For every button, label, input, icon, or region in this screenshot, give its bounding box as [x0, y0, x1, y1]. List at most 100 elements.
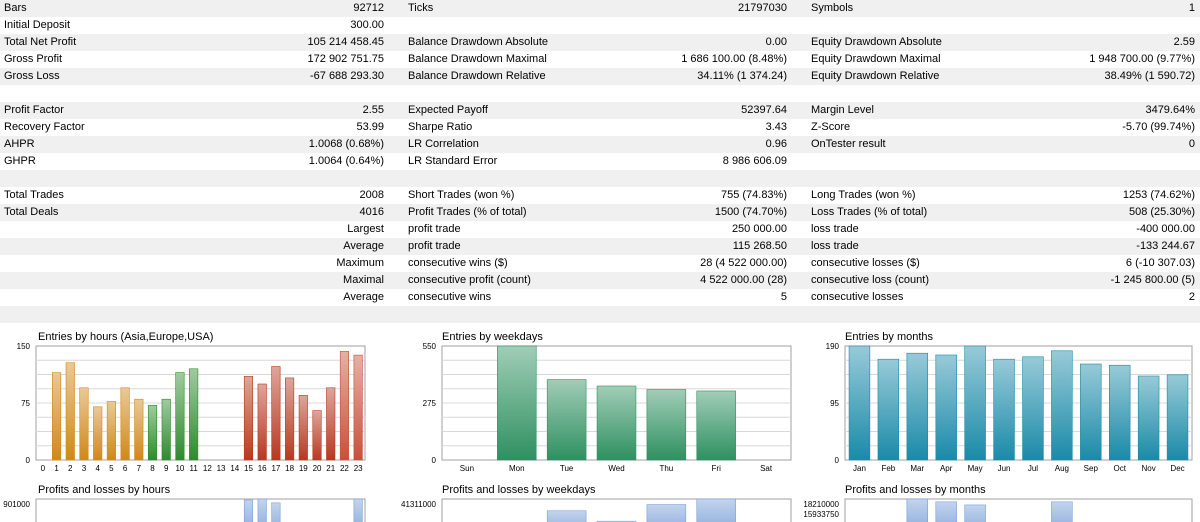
stats-row: Largest profit trade 250 000.00 loss trade -… [0, 221, 1200, 238]
bar [285, 377, 295, 461]
x-tick-label: Mon [509, 464, 525, 473]
bar [497, 345, 537, 461]
x-tick-label: Jan [853, 464, 866, 473]
x-tick-label: Wed [608, 464, 624, 473]
stat-value: 1.0064 (0.64%) [308, 155, 384, 167]
stat-label: GHPR [4, 155, 36, 167]
stats-row: Total Trades 2008 Short Trades (won %) 755 … [0, 187, 1200, 204]
bar [1051, 501, 1073, 522]
bar [906, 498, 929, 522]
bar [848, 345, 871, 461]
bar [298, 395, 308, 461]
stat-label: consecutive losses ($) [811, 257, 920, 269]
stat-label: consecutive loss (count) [811, 274, 929, 286]
x-tick-label: 14 [230, 464, 239, 473]
stat-label: Recovery Factor [4, 121, 85, 133]
bar [326, 387, 336, 461]
x-tick-label: 7 [137, 464, 142, 473]
profits-by-weekdays-svg: 41311000 [401, 498, 792, 522]
x-tick-label: Feb [881, 464, 895, 473]
x-tick-label: Sep [1084, 464, 1099, 473]
stat-label: profit trade [408, 223, 461, 235]
x-tick-label: 23 [354, 464, 363, 473]
y-tick-label: 0 [835, 456, 840, 465]
stats-row: Maximum consecutive wins ($) 28 (4 522 000… [0, 255, 1200, 272]
bar [353, 498, 363, 522]
stats-row: Bars 92712 Ticks 21797030 Symbols 1 [0, 0, 1200, 17]
bar [646, 504, 687, 522]
x-tick-label: 17 [271, 464, 280, 473]
x-tick-label: 16 [258, 464, 267, 473]
chart-title: Profits and losses by weekdays [442, 484, 596, 496]
stat-value: 92712 [353, 2, 384, 14]
stat-value: -400 000.00 [1136, 223, 1195, 235]
y-tick-label: 150 [17, 342, 31, 351]
y-tick-label: 190 [826, 342, 840, 351]
stat-label: Expected Payoff [408, 104, 488, 116]
stats-row: Profit Factor 2.55 Expected Payoff 52397.64… [0, 102, 1200, 119]
bar [596, 385, 637, 461]
stat-value: 300.00 [350, 19, 384, 31]
stat-label: Profit Factor [4, 104, 64, 116]
bar [1137, 375, 1160, 461]
stat-label: Initial Deposit [4, 19, 71, 31]
bar [696, 498, 736, 522]
x-tick-label: 11 [189, 464, 198, 473]
stat-value: 250 000.00 [731, 223, 787, 235]
bar [696, 390, 736, 461]
stat-value: 38.49% (1 590.72) [1104, 70, 1195, 82]
profits-by-months-chart: 18210000 15933750 Profits and losses by m… [800, 482, 1200, 522]
stat-label: loss trade [811, 240, 859, 252]
stat-value: 4016 [359, 206, 384, 218]
stat-value: 3.43 [765, 121, 787, 133]
stat-label: OnTester result [811, 138, 886, 150]
bar [175, 372, 185, 461]
stat-label: consecutive wins [408, 291, 492, 303]
y-tick-label: 18210000 [803, 500, 839, 509]
x-tick-label: Jun [998, 464, 1011, 473]
stats-row: AHPR 1.0068 (0.68%) LR Correlation 0.96 OnTe… [0, 136, 1200, 153]
stat-value: -133 244.67 [1136, 240, 1195, 252]
chart-title: Entries by hours (Asia,Europe,USA) [38, 331, 214, 343]
bar [161, 398, 171, 461]
x-tick-label: Fri [712, 464, 722, 473]
stat-label: Equity Drawdown Absolute [811, 36, 942, 48]
entries-by-weekdays-chart: 550 275 0 Sun Mon Tue Wed Thu Fri Sat Entries by … [398, 328, 800, 478]
bar [189, 368, 199, 461]
stat-label: Balance Drawdown Relative [408, 70, 546, 82]
bar [134, 398, 144, 461]
stat-label: Gross Loss [4, 70, 60, 82]
x-tick-label: Dec [1170, 464, 1184, 473]
bar [147, 404, 158, 461]
bar [546, 379, 587, 461]
stat-value: 172 902 751.75 [307, 53, 384, 65]
x-tick-label: Nov [1142, 464, 1156, 473]
stat-label: Ticks [408, 2, 434, 14]
chart-title: Profits and losses by hours [38, 484, 171, 496]
stat-label: Total Net Profit [4, 36, 77, 48]
stat-value: Average [343, 240, 384, 252]
bar [993, 358, 1015, 461]
bar [271, 366, 281, 461]
stat-value: 1 [1188, 2, 1195, 14]
stats-row: Average consecutive wins 5 consecutive loss… [0, 289, 1200, 306]
entries-by-months-chart: 190 95 0 Jan Feb Mar Apr May Jun Jul Aug Sep Oct Nov D… [800, 328, 1200, 478]
stat-value: 115 268.50 [732, 240, 787, 252]
x-tick-label: Thu [659, 464, 673, 473]
stats-row: Maximal consecutive profit (count) 4 522 0… [0, 272, 1200, 289]
bar [906, 352, 929, 461]
stat-value: 5 [780, 291, 787, 303]
stat-value: 105 214 458.45 [307, 36, 384, 48]
stat-value: 1 948 700.00 (9.77%) [1089, 53, 1195, 65]
x-tick-label: 9 [164, 464, 169, 473]
stat-value: 1 686 100.00 (8.48%) [681, 53, 787, 65]
stat-label: Total Deals [4, 206, 59, 218]
bar [79, 387, 89, 461]
stat-label: Equity Drawdown Maximal [811, 53, 941, 65]
stat-label: Total Trades [4, 189, 64, 201]
bar [52, 372, 62, 461]
bar [257, 498, 267, 522]
y-tick-label: 41311000 [401, 500, 437, 509]
